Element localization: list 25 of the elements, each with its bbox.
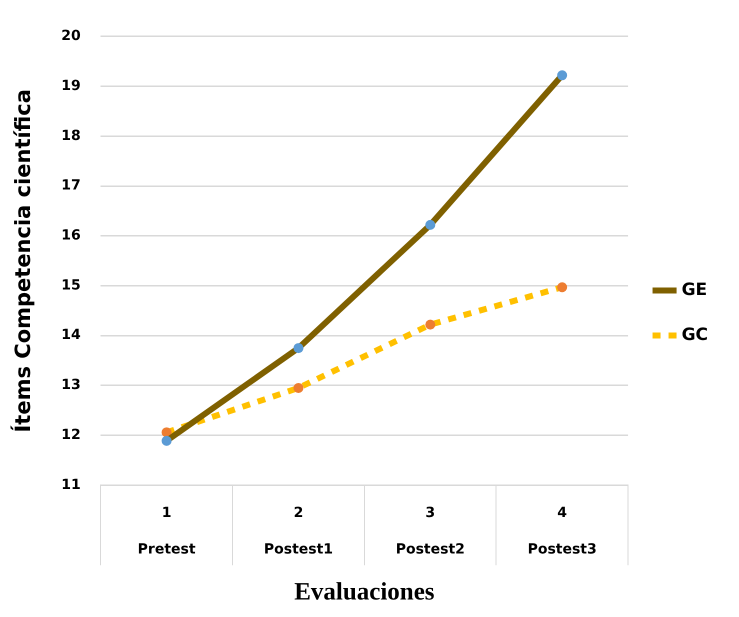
legend-label: GE xyxy=(682,280,708,300)
y-tick-label: 14 xyxy=(61,327,81,344)
point xyxy=(425,320,436,330)
y-tick-label: 13 xyxy=(61,377,81,394)
category-label: 1 Pretest xyxy=(138,505,196,558)
point xyxy=(293,343,304,354)
y-tick-label: 18 xyxy=(61,128,81,144)
y-tick-label: 11 xyxy=(61,476,81,493)
point xyxy=(293,382,304,393)
point xyxy=(425,220,436,230)
y-tick-label: 20 xyxy=(61,28,81,44)
point xyxy=(162,436,172,446)
y-tick-label: 15 xyxy=(61,277,81,294)
y-tick-label: 19 xyxy=(61,78,81,94)
point xyxy=(557,70,568,80)
legend-label: GC xyxy=(682,324,708,345)
category-label: 2 Postest1 xyxy=(264,505,334,558)
category-label: 4 Postest3 xyxy=(528,505,597,558)
y-tick-label: 16 xyxy=(61,228,81,244)
x-axis-title: Evaluaciones xyxy=(294,578,435,606)
point xyxy=(557,282,568,292)
y-tick-label: 12 xyxy=(61,426,81,443)
y-axis-title: Ítems Competencia científica xyxy=(10,89,36,433)
y-tick-label: 17 xyxy=(61,178,81,194)
category-label: 3 Postest2 xyxy=(396,505,465,558)
